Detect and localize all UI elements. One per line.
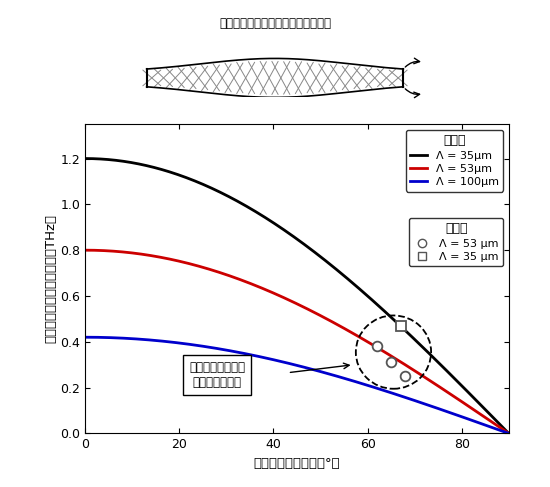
Y-axis label: 発振テラヘルツ波周波数（THz）: 発振テラヘルツ波周波数（THz） xyxy=(45,214,58,343)
Text: 疑似位相整合デバイスの制御概念図: 疑似位相整合デバイスの制御概念図 xyxy=(219,17,331,30)
X-axis label: デバイス制御角度（°）: デバイス制御角度（°） xyxy=(254,457,340,470)
Text: 設計どおりの出力
波長同調を実証: 設計どおりの出力 波長同調を実証 xyxy=(189,361,245,389)
Legend: Λ = 53 μm, Λ = 35 μm: Λ = 53 μm, Λ = 35 μm xyxy=(409,218,503,266)
